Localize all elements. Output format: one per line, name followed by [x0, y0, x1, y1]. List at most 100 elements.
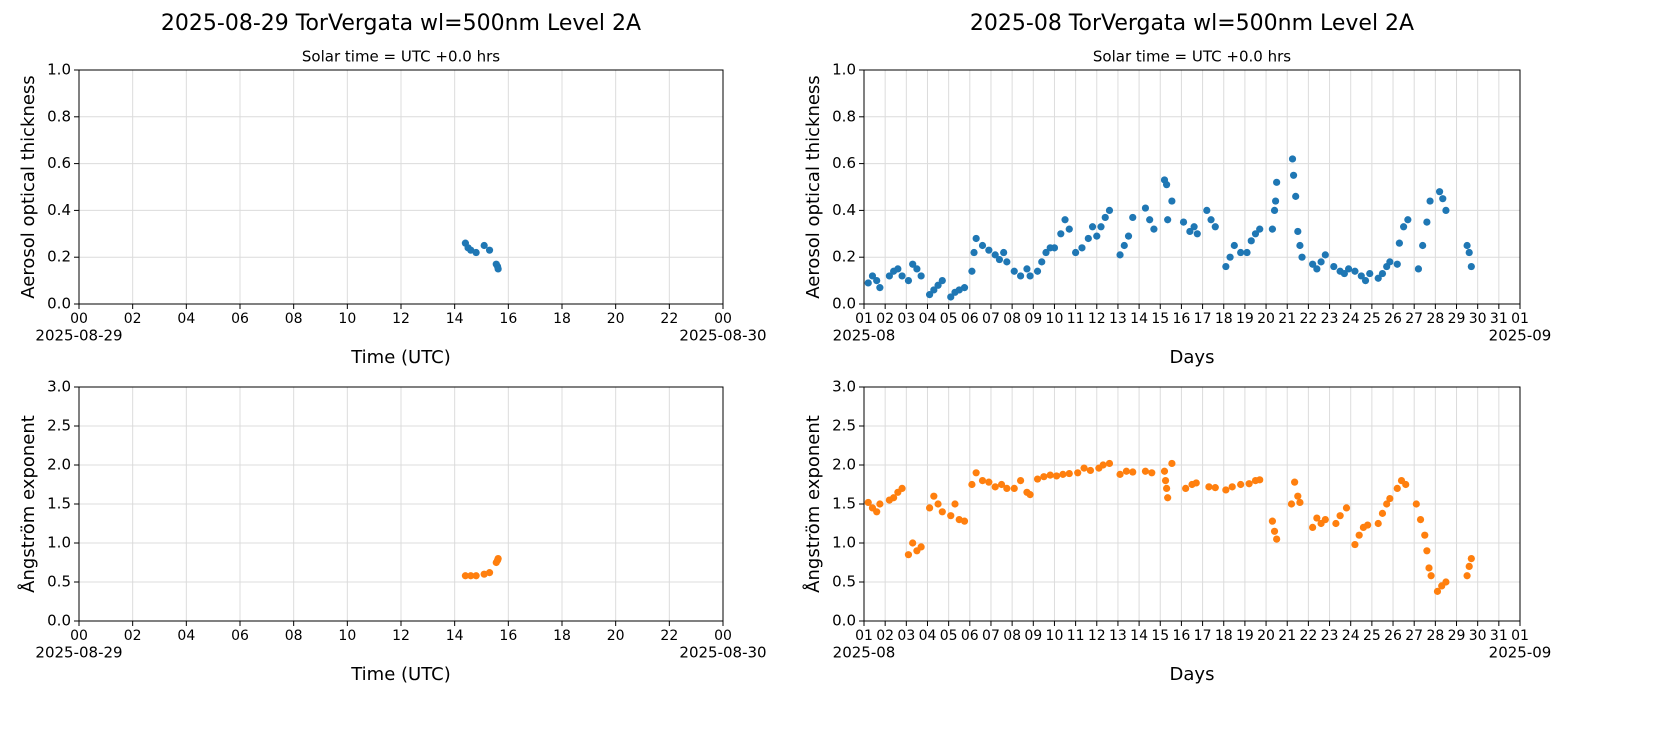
data-point — [1186, 227, 1194, 236]
x-tick-label: 02 — [876, 628, 894, 644]
x-tick-label: 25 — [1363, 311, 1381, 327]
data-point — [1351, 540, 1359, 549]
x-tick-label: 06 — [961, 628, 979, 644]
plot-frame — [78, 386, 724, 622]
data-point — [1084, 234, 1092, 243]
y-tick-label: 0.6 — [832, 154, 856, 172]
plot-frame — [863, 69, 1521, 305]
data-point — [868, 272, 877, 280]
data-point — [1164, 216, 1172, 224]
data-point — [1395, 239, 1403, 247]
data-point — [1116, 251, 1124, 259]
x-tick-label: 12 — [392, 628, 410, 644]
data-point — [1163, 484, 1171, 492]
data-point — [1088, 223, 1097, 231]
data-point — [1057, 230, 1065, 238]
x-tick-label: 17 — [1194, 311, 1212, 327]
x-tick-label: 02 — [876, 311, 894, 327]
x-tick-label: 26 — [1384, 628, 1402, 644]
x-tick-label: 16 — [499, 628, 517, 644]
x-tick-label: 29 — [1448, 628, 1466, 644]
data-point — [1160, 467, 1169, 475]
x-tick-label: 18 — [553, 311, 571, 327]
x-tick-label: 02 — [124, 311, 142, 327]
data-point — [1129, 468, 1137, 476]
data-point — [1097, 223, 1105, 231]
data-point — [1330, 262, 1338, 271]
x-date-label: 2025-08-29 — [35, 644, 122, 662]
x-date-label: 2025-08 — [833, 327, 896, 345]
data-point — [1237, 480, 1245, 489]
x-tick-label: 21 — [1278, 628, 1296, 644]
x-tick-label: 14 — [446, 628, 464, 644]
y-axis-label: Aerosol optical thickness — [18, 75, 39, 298]
data-point — [485, 246, 494, 254]
x-tick-label: 04 — [919, 628, 937, 644]
y-tick-label: 0.0 — [832, 612, 856, 630]
x-tick-label: 05 — [940, 311, 958, 327]
data-point — [1205, 483, 1213, 491]
data-point — [1222, 262, 1230, 271]
x-tick-label: 03 — [897, 311, 915, 327]
y-tick-label: 1.0 — [832, 534, 856, 552]
data-point — [1042, 248, 1050, 257]
data-point — [934, 500, 942, 508]
x-tick-label: 10 — [1046, 628, 1064, 644]
x-tick-label: 20 — [1257, 628, 1275, 644]
data-point — [1086, 466, 1095, 475]
data-point — [1099, 461, 1107, 469]
y-tick-label: 1.0 — [47, 61, 71, 79]
x-tick-label: 15 — [1151, 311, 1169, 327]
data-point — [494, 265, 502, 273]
data-point — [1393, 260, 1401, 268]
data-point — [947, 512, 955, 520]
x-tick-label: 18 — [1215, 628, 1233, 644]
data-point — [1072, 248, 1080, 257]
x-tick-label: 18 — [553, 628, 571, 644]
data-point — [1141, 204, 1150, 212]
x-date-label: 2025-09 — [1489, 644, 1552, 662]
data-point — [930, 492, 938, 500]
x-date-label: 2025-08-30 — [679, 327, 766, 345]
data-point — [938, 508, 946, 516]
data-point — [926, 504, 934, 512]
data-point — [472, 248, 480, 257]
data-point — [1033, 475, 1042, 483]
data-point — [467, 572, 475, 580]
data-point — [1101, 213, 1109, 222]
data-point — [1245, 480, 1253, 488]
data-point — [1321, 251, 1329, 259]
data-point — [1289, 171, 1298, 179]
x-tick-label: 11 — [1067, 311, 1085, 327]
data-point — [1374, 274, 1382, 282]
x-tick-label: 31 — [1490, 628, 1508, 644]
data-point — [1442, 578, 1450, 586]
data-point — [1256, 476, 1264, 484]
x-tick-label: 28 — [1426, 628, 1444, 644]
data-point — [1321, 516, 1329, 524]
data-point — [934, 281, 942, 289]
chart-subtitle: Solar time = UTC +0.0 hrs — [302, 48, 500, 66]
data-point — [1193, 230, 1201, 238]
data-point — [1270, 527, 1279, 535]
data-point — [960, 284, 969, 292]
data-point — [1168, 197, 1176, 205]
data-point — [1357, 272, 1365, 280]
x-tick-label: 12 — [1088, 311, 1106, 327]
data-point — [1256, 225, 1264, 233]
data-point — [1296, 498, 1304, 507]
data-point — [970, 248, 978, 257]
data-point — [1003, 258, 1011, 266]
x-tick-label: 25 — [1363, 628, 1381, 644]
x-tick-label: 15 — [1151, 628, 1169, 644]
x-tick-label: 21 — [1278, 311, 1296, 327]
x-tick-label: 23 — [1321, 311, 1339, 327]
data-point — [1423, 218, 1431, 226]
x-tick-label: 04 — [177, 628, 195, 644]
data-point — [978, 477, 987, 485]
y-tick-label: 3.0 — [47, 378, 71, 396]
data-point — [1287, 500, 1296, 508]
chart-subtitle: Solar time = UTC +0.0 hrs — [1093, 48, 1291, 66]
x-axis-label: Days — [1170, 664, 1215, 685]
data-point — [1129, 213, 1137, 222]
